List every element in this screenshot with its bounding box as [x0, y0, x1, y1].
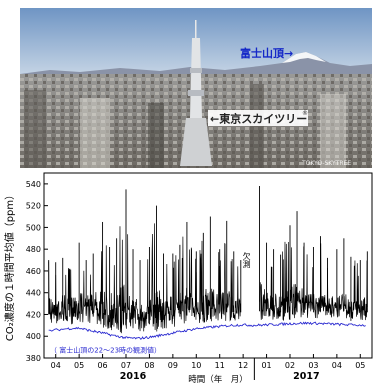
x-tick-label: 12: [238, 361, 248, 370]
x-tick-label: 06: [97, 361, 107, 370]
y-tick-label: 380: [26, 354, 41, 363]
x-tick-label: 09: [168, 361, 178, 370]
y-tick-label: 520: [26, 202, 41, 211]
x-axis-label: 時間（年 月）: [188, 374, 248, 385]
hourly-co2-line-segment: [48, 223, 241, 334]
y-tick-label: 500: [26, 223, 41, 232]
x-tick-label: 11: [215, 361, 225, 370]
y-axis-label-group: CO₂濃度の１時間平均値（ppm）: [3, 190, 16, 341]
x-tick-label: 07: [121, 361, 131, 370]
tower-label: ←東京スカイツリー: [210, 112, 307, 126]
x-tick-label: 05: [355, 361, 365, 370]
year-label: 2017: [293, 371, 319, 382]
y-tick-label: 460: [26, 267, 41, 276]
x-tick-label: 10: [191, 361, 201, 370]
photo-credit: TOKYO-SKYTREE: [301, 160, 351, 167]
x-tick-label: 05: [74, 361, 84, 370]
fuji-label: 富士山頂→: [240, 46, 293, 60]
y-tick-label: 400: [26, 332, 41, 341]
y-axis-label: CO₂濃度の１時間平均値（ppm）: [3, 190, 16, 341]
x-tick-label: 08: [144, 361, 154, 370]
fuji-series-legend: （ 富士山頂の22～23時の観測値）: [50, 346, 161, 355]
building: [80, 98, 110, 168]
mount-fuji-snow: [282, 52, 326, 63]
mountain-range: [20, 52, 372, 78]
x-tick-label: 04: [332, 361, 342, 370]
x-tick-label: 01: [261, 361, 271, 370]
y-tick-label: 440: [26, 289, 41, 298]
y-tick-label: 480: [26, 245, 41, 254]
plot-frame: [43, 172, 373, 359]
tower-registered-mark: ®: [302, 110, 308, 117]
building: [148, 103, 164, 168]
skytree-tower: [180, 20, 212, 166]
x-tick-label: 02: [285, 361, 295, 370]
tokyo-skyline-photo: ←東京スカイツリー ® 富士山頂→ TOKYO-SKYTREE: [20, 8, 372, 168]
y-tick-label: 540: [26, 180, 41, 189]
building: [320, 94, 346, 168]
co2-chart: CO₂濃度の１時間平均値（ppm） 380 400 420 440 460 480 500 5…: [0, 168, 374, 385]
x-tick-label: 03: [308, 361, 318, 370]
building: [24, 90, 46, 168]
gap-label: 欠測: [242, 251, 251, 269]
y-tick-label: 420: [26, 310, 41, 319]
fuji-co2-line: [48, 321, 366, 340]
tower-label-box: [208, 110, 308, 126]
x-tick-label: 04: [51, 361, 61, 370]
year-label: 2016: [120, 371, 147, 382]
